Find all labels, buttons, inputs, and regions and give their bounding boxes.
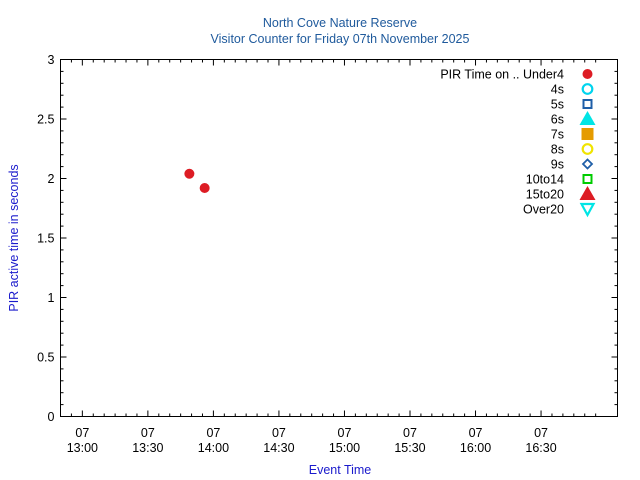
- x-tick-time-label: 14:30: [263, 441, 294, 455]
- legend-label: 15to20: [526, 188, 564, 202]
- x-tick-time-label: 14:00: [198, 441, 229, 455]
- legend-label: Over20: [523, 203, 564, 217]
- legend-label: 5s: [551, 98, 564, 112]
- x-tick-day-label: 07: [272, 426, 286, 440]
- legend-marker: [582, 69, 593, 79]
- legend-label: 7s: [551, 128, 564, 142]
- legend-label: 4s: [551, 83, 564, 97]
- x-tick-time-label: 13:30: [132, 441, 163, 455]
- y-axis-label: PIR active time in seconds: [7, 164, 21, 311]
- y-tick-label: 0: [48, 410, 55, 424]
- legend-marker: [581, 143, 594, 155]
- y-tick-label: 1.5: [37, 232, 54, 246]
- legend-label: 10to14: [526, 173, 564, 187]
- legend-marker: [581, 83, 594, 95]
- legend-marker: [582, 99, 593, 109]
- legend-label: PIR Time on .. Under4: [440, 68, 564, 82]
- legend-marker: [581, 128, 594, 140]
- data-point: [199, 183, 210, 194]
- y-tick-label: 1: [48, 291, 55, 305]
- chart-title: North Cove Nature Reserve: [263, 16, 417, 30]
- legend-label: 9s: [551, 158, 564, 172]
- legend-marker: [581, 158, 594, 170]
- x-tick-day-label: 07: [534, 426, 548, 440]
- x-tick-day-label: 07: [469, 426, 483, 440]
- x-tick-day-label: 07: [141, 426, 155, 440]
- y-tick-label: 2.5: [37, 113, 54, 127]
- legend-label: 8s: [551, 143, 564, 157]
- x-axis-label: Event Time: [309, 463, 372, 477]
- legend-marker: [582, 174, 593, 184]
- x-tick-time-label: 13:00: [67, 441, 98, 455]
- data-points: [184, 168, 210, 194]
- legend-label: 6s: [551, 113, 564, 127]
- x-tick-time-label: 16:00: [460, 441, 491, 455]
- legend-marker: [579, 202, 596, 218]
- x-tick-day-label: 07: [206, 426, 220, 440]
- x-tick-time-label: 16:30: [525, 441, 556, 455]
- x-tick-day-label: 07: [403, 426, 417, 440]
- plot-frame: [60, 59, 618, 417]
- x-tick-day-label: 07: [75, 426, 89, 440]
- data-point: [184, 168, 195, 179]
- x-tick-time-label: 15:30: [394, 441, 425, 455]
- legend-marker: [579, 111, 596, 125]
- legend-marker: [579, 186, 596, 200]
- y-tick-label: 3: [48, 53, 55, 67]
- legend: PIR Time on .. Under44s5s6s7s8s9s10to141…: [440, 68, 596, 218]
- x-tick-time-label: 15:00: [329, 441, 360, 455]
- y-tick-label: 0.5: [37, 351, 54, 365]
- chart-subtitle: Visitor Counter for Friday 07th November…: [211, 32, 470, 46]
- y-axis: 0 0.5 1 1.5 2 2.5 3: [37, 53, 618, 424]
- x-tick-day-label: 07: [338, 426, 352, 440]
- x-axis: 0713:000713:300714:000714:300715:000715:…: [60, 59, 618, 455]
- y-tick-label: 2: [48, 172, 55, 186]
